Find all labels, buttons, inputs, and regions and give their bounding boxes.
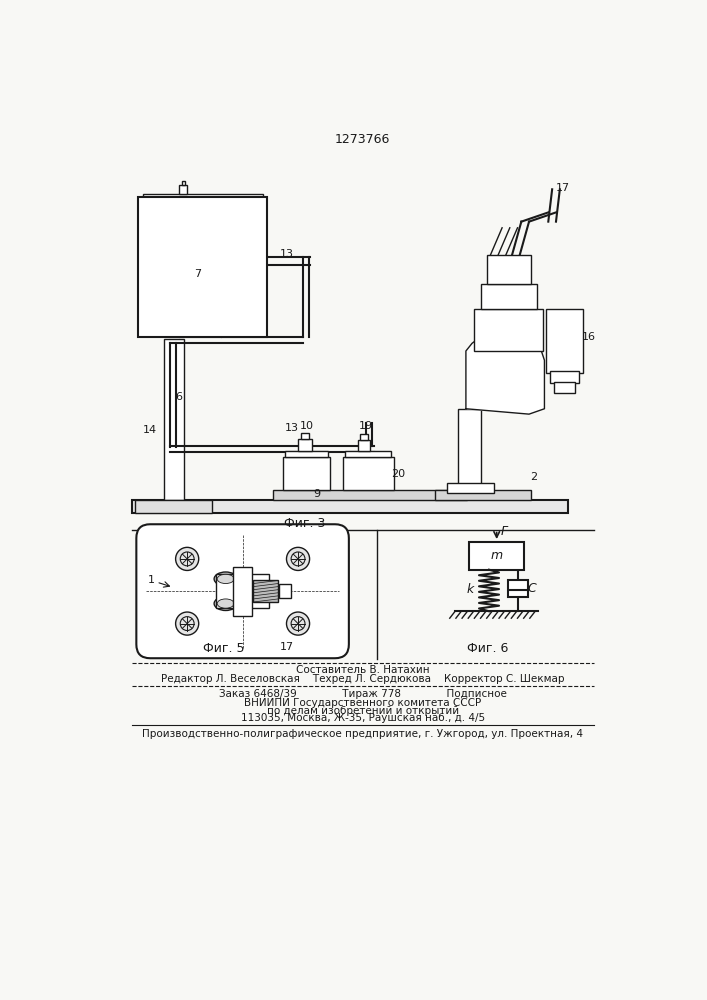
Text: Фиг. 5: Фиг. 5: [204, 642, 245, 655]
Circle shape: [175, 547, 199, 570]
Text: 19: 19: [358, 421, 373, 431]
Text: k: k: [467, 583, 474, 596]
Bar: [274, 490, 467, 500]
Bar: [474, 309, 543, 351]
Ellipse shape: [214, 597, 238, 610]
Bar: [253, 580, 278, 602]
Text: 13: 13: [280, 249, 294, 259]
Bar: [358, 440, 370, 451]
Text: m: m: [491, 549, 503, 562]
FancyBboxPatch shape: [136, 524, 349, 658]
Bar: [279, 584, 291, 598]
Bar: [546, 309, 583, 373]
Text: 7: 7: [194, 269, 201, 279]
Circle shape: [286, 612, 310, 635]
Text: 1: 1: [148, 575, 156, 585]
Text: C: C: [527, 582, 537, 595]
Text: 1273766: 1273766: [335, 133, 390, 146]
Ellipse shape: [217, 599, 234, 608]
Polygon shape: [466, 339, 544, 414]
Bar: [283, 457, 330, 490]
Ellipse shape: [214, 572, 238, 586]
Text: 13: 13: [285, 423, 299, 433]
Bar: [233, 567, 252, 616]
Text: 113035, Москва, Ж-35, Раушская наб., д. 4/5: 113035, Москва, Ж-35, Раушская наб., д. …: [240, 713, 485, 723]
Bar: [487, 255, 530, 284]
Text: 10: 10: [300, 421, 315, 431]
Bar: [132, 500, 568, 513]
Text: Производственно-полиграфическое предприятие, г. Ужгород, ул. Проектная, 4: Производственно-полиграфическое предприя…: [142, 729, 583, 739]
Bar: [182, 181, 185, 185]
Text: 2: 2: [530, 472, 537, 482]
Text: 6: 6: [175, 392, 182, 402]
Text: 20: 20: [391, 469, 405, 479]
Text: 17: 17: [556, 183, 570, 193]
Text: 16: 16: [582, 332, 596, 342]
Bar: [508, 580, 528, 597]
Bar: [216, 574, 269, 608]
Text: по делам изобретений и открытий: по делам изобретений и открытий: [267, 706, 459, 716]
Bar: [435, 490, 530, 500]
Bar: [550, 371, 579, 383]
Text: 17: 17: [280, 642, 294, 652]
Circle shape: [175, 612, 199, 635]
Text: Составитель В. Натахин: Составитель В. Натахин: [296, 665, 430, 675]
Bar: [138, 197, 267, 337]
Bar: [345, 451, 391, 457]
Text: Фиг. 3: Фиг. 3: [284, 517, 325, 530]
Bar: [285, 451, 328, 457]
Bar: [298, 439, 312, 451]
Bar: [343, 457, 394, 490]
Bar: [458, 409, 481, 490]
Bar: [301, 433, 309, 439]
Text: Редактор Л. Веселовская    Техред Л. Сердюкова    Корректор С. Шекмар: Редактор Л. Веселовская Техред Л. Сердюк…: [161, 674, 564, 684]
Bar: [143, 194, 262, 200]
Text: ВНИИПИ Государственного комитета СССР: ВНИИПИ Государственного комитета СССР: [244, 698, 481, 708]
Bar: [447, 483, 494, 493]
Bar: [135, 500, 212, 513]
Bar: [469, 542, 525, 570]
Bar: [481, 284, 537, 309]
Bar: [164, 339, 184, 500]
Text: 9: 9: [314, 489, 321, 499]
Text: Заказ 6468/39              Тираж 778              Подписное: Заказ 6468/39 Тираж 778 Подписное: [218, 689, 507, 699]
Ellipse shape: [217, 574, 234, 584]
Circle shape: [286, 547, 310, 570]
Text: Фиг. 6: Фиг. 6: [467, 642, 508, 655]
Bar: [554, 382, 575, 393]
Bar: [361, 434, 368, 440]
Text: F: F: [501, 525, 508, 538]
Bar: [180, 185, 187, 194]
Text: 14: 14: [143, 425, 157, 435]
